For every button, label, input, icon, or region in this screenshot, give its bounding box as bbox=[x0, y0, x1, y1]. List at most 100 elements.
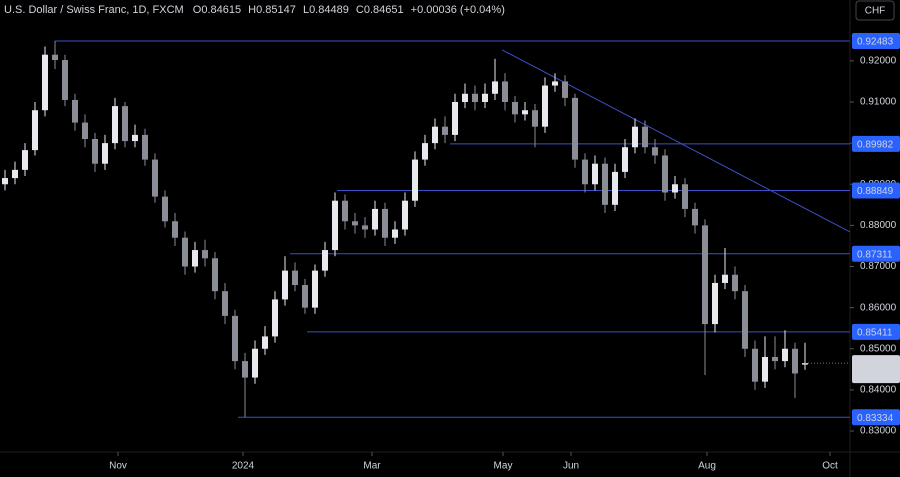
current-price-label: 0.84651 bbox=[857, 359, 894, 370]
candle-body bbox=[762, 356, 768, 382]
candle-body bbox=[222, 291, 228, 316]
candle-body bbox=[662, 155, 668, 193]
y-tick-label: 0.86000 bbox=[860, 302, 897, 313]
candle-body bbox=[612, 171, 618, 205]
x-tick-label: Jun bbox=[563, 461, 579, 472]
candle-body bbox=[792, 348, 798, 374]
ohlc-label: H bbox=[248, 4, 256, 16]
candle-body bbox=[352, 221, 358, 226]
level-label: 0.89982 bbox=[857, 140, 894, 151]
candle-body bbox=[132, 134, 138, 142]
ohlc-value: 0.84651 bbox=[364, 4, 404, 16]
candle-body bbox=[592, 163, 598, 185]
candle-body bbox=[772, 356, 778, 362]
candle-body bbox=[312, 270, 318, 308]
ohlc-label: C bbox=[356, 4, 364, 16]
candle-body bbox=[752, 348, 758, 382]
candle-body bbox=[422, 143, 428, 160]
candle-body bbox=[652, 147, 658, 156]
candle-body bbox=[112, 106, 118, 144]
button-frame[interactable] bbox=[855, 0, 895, 21]
level-label-box bbox=[852, 409, 900, 426]
level-label-box bbox=[852, 323, 900, 340]
button-label[interactable]: CHF bbox=[865, 6, 886, 17]
y-tick-label: 0.85000 bbox=[860, 343, 897, 354]
change: +0.00036 (+0.04%) bbox=[411, 4, 505, 16]
ohlc-value: 0.84615 bbox=[201, 4, 241, 16]
candle-body bbox=[342, 200, 348, 222]
level-label-box bbox=[852, 135, 900, 152]
trendline bbox=[501, 49, 851, 233]
x-tick-label: 2024 bbox=[232, 461, 255, 472]
candle-body bbox=[402, 200, 408, 230]
candle-body bbox=[122, 106, 128, 142]
level-label-box bbox=[852, 182, 900, 199]
candle-body bbox=[442, 126, 448, 135]
level-label-box bbox=[852, 33, 900, 50]
currency-button[interactable]: CHF bbox=[855, 0, 895, 21]
current-price-box bbox=[852, 355, 900, 384]
candle-body bbox=[382, 208, 388, 238]
level-label: 0.83334 bbox=[857, 413, 894, 424]
candle-body bbox=[272, 299, 278, 337]
candle-body bbox=[712, 282, 718, 325]
candle-body bbox=[622, 147, 628, 172]
candle-body bbox=[32, 110, 38, 151]
candle-body bbox=[12, 169, 18, 179]
candle-body bbox=[282, 270, 288, 300]
candle-body bbox=[252, 348, 258, 378]
candle-body bbox=[802, 363, 808, 365]
candle-body bbox=[72, 99, 78, 123]
candle-body bbox=[202, 250, 208, 259]
y-tick-label: 0.88000 bbox=[860, 220, 897, 231]
candle-body bbox=[632, 126, 638, 148]
candle-body bbox=[372, 208, 378, 230]
candle-body bbox=[602, 163, 608, 205]
candle-body bbox=[322, 250, 328, 271]
candle-body bbox=[232, 315, 238, 362]
candle-body bbox=[332, 200, 338, 251]
candle-body bbox=[552, 81, 558, 86]
candle-body bbox=[172, 221, 178, 238]
candle-body bbox=[362, 225, 368, 230]
candle-body bbox=[562, 81, 568, 98]
level-label: 0.87311 bbox=[857, 249, 893, 260]
candle-body bbox=[452, 101, 458, 135]
candle-body bbox=[102, 143, 108, 164]
ohlc-label: O bbox=[193, 4, 202, 16]
candle-body bbox=[532, 110, 538, 127]
candle-body bbox=[732, 274, 738, 292]
candle-body bbox=[502, 81, 508, 102]
y-tick-label: 0.84000 bbox=[860, 385, 897, 396]
candle-body bbox=[162, 196, 168, 222]
level-label: 0.85411 bbox=[857, 328, 893, 339]
candle-body bbox=[492, 81, 498, 94]
x-tick-label: May bbox=[494, 461, 513, 472]
candle-body bbox=[482, 93, 488, 102]
ohlc-value: 0.84489 bbox=[309, 4, 349, 16]
candle-body bbox=[242, 361, 248, 378]
candle-body bbox=[302, 285, 308, 308]
candle-body bbox=[62, 60, 68, 100]
ohlc-label: L bbox=[303, 4, 309, 16]
countdown: 12:30:19 bbox=[857, 371, 896, 382]
candle-body bbox=[262, 336, 268, 349]
header: U.S. Dollar / Swiss Franc, 1D, FXCM O0.8… bbox=[4, 4, 505, 16]
candle-body bbox=[682, 184, 688, 209]
candle-body bbox=[702, 225, 708, 325]
level-label: 0.88849 bbox=[857, 186, 894, 197]
y-tick-label: 0.92000 bbox=[860, 56, 897, 67]
candle-body bbox=[52, 54, 58, 61]
candle-body bbox=[412, 159, 418, 201]
y-tick-label: 0.91000 bbox=[860, 97, 897, 108]
candle-body bbox=[642, 126, 648, 148]
candle-body bbox=[182, 237, 188, 267]
candle-body bbox=[782, 348, 788, 362]
candle-body bbox=[472, 93, 478, 102]
y-tick-label: 0.83000 bbox=[860, 426, 897, 437]
candle-body bbox=[92, 139, 98, 164]
candle-body bbox=[742, 291, 748, 349]
candle-body bbox=[542, 85, 548, 127]
